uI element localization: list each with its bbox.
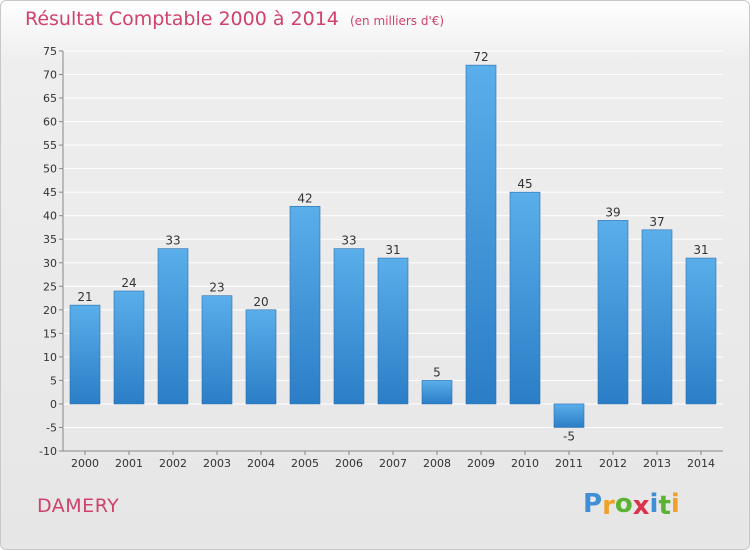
commune-name: DAMERY — [37, 495, 120, 517]
bar-2002 — [157, 248, 189, 405]
y-tick-label: 15 — [43, 327, 57, 340]
bar-2000 — [69, 304, 101, 405]
x-tick-label-2006: 2006 — [335, 457, 363, 470]
bar-2011 — [553, 403, 585, 428]
x-tick-label-2011: 2011 — [555, 457, 583, 470]
bar-2014 — [685, 257, 717, 405]
value-label-2002: 33 — [165, 234, 180, 248]
x-tick-label-2000: 2000 — [71, 457, 99, 470]
y-tick-label: 25 — [43, 280, 57, 293]
bar-2004 — [245, 309, 277, 405]
y-tick-label: 45 — [43, 186, 57, 199]
x-tick-label-2014: 2014 — [687, 457, 715, 470]
x-tick-label-2013: 2013 — [643, 457, 671, 470]
y-tick-label: 40 — [43, 210, 57, 223]
logo-letter: o — [614, 489, 633, 519]
value-label-2003: 23 — [209, 281, 224, 295]
value-label-2005: 42 — [297, 191, 312, 205]
logo-letter: i — [649, 489, 659, 519]
value-label-2014: 31 — [693, 243, 708, 257]
proxiti-logo: Proxiti — [583, 489, 680, 521]
value-label-2010: 45 — [517, 177, 532, 191]
x-tick-label-2010: 2010 — [511, 457, 539, 470]
value-label-2013: 37 — [649, 215, 664, 229]
y-tick-label: 35 — [43, 233, 57, 246]
chart-title: Résultat Comptable 2000 à 2014 — [25, 8, 339, 30]
x-tick-label-2009: 2009 — [467, 457, 495, 470]
logo-letter: x — [632, 491, 650, 521]
y-tick-label: 30 — [43, 257, 57, 270]
bar-2005 — [289, 205, 321, 405]
x-tick-label-2007: 2007 — [379, 457, 407, 470]
bar-2003 — [201, 295, 233, 405]
logo-letter: P — [583, 489, 603, 519]
value-label-2011: -5 — [563, 429, 575, 443]
x-tick-label-2002: 2002 — [159, 457, 187, 470]
logo-letter: r — [602, 491, 615, 521]
value-label-2006: 33 — [341, 234, 356, 248]
bar-2013 — [641, 229, 673, 405]
value-label-2009: 72 — [473, 50, 488, 64]
bar-2009 — [465, 64, 497, 405]
value-label-2007: 31 — [385, 243, 400, 257]
y-tick-label: 65 — [43, 92, 57, 105]
value-label-2000: 21 — [77, 290, 92, 304]
bar-2006 — [333, 248, 365, 405]
y-tick-label: 20 — [43, 304, 57, 317]
value-label-2008: 5 — [433, 365, 441, 379]
logo-letter: t — [658, 491, 671, 521]
value-label-2001: 24 — [121, 276, 136, 290]
x-tick-label-2005: 2005 — [291, 457, 319, 470]
y-tick-label: 5 — [50, 374, 57, 387]
x-tick-label-2003: 2003 — [203, 457, 231, 470]
chart-title-block: Résultat Comptable 2000 à 2014 (en milli… — [25, 8, 444, 30]
y-tick-label: -5 — [46, 421, 57, 434]
chart-subtitle: (en milliers d'€) — [349, 14, 445, 28]
x-tick-label-2004: 2004 — [247, 457, 275, 470]
bar-2001 — [113, 290, 145, 405]
logo-letter: i — [670, 489, 680, 519]
y-tick-label: 60 — [43, 116, 57, 129]
x-tick-label-2008: 2008 — [423, 457, 451, 470]
y-tick-label: 50 — [43, 163, 57, 176]
bar-2008 — [421, 380, 453, 405]
x-tick-label-2012: 2012 — [599, 457, 627, 470]
bar-2012 — [597, 220, 629, 405]
y-tick-label: 70 — [43, 69, 57, 82]
y-tick-label: -10 — [39, 445, 57, 458]
y-tick-label: 10 — [43, 351, 57, 364]
y-tick-label: 75 — [43, 45, 57, 58]
y-tick-label: 0 — [50, 398, 57, 411]
bar-2007 — [377, 257, 409, 405]
x-tick-label-2001: 2001 — [115, 457, 143, 470]
y-tick-label: 55 — [43, 139, 57, 152]
value-label-2004: 20 — [253, 295, 268, 309]
value-label-2012: 39 — [605, 205, 620, 219]
bar-2010 — [509, 191, 541, 405]
